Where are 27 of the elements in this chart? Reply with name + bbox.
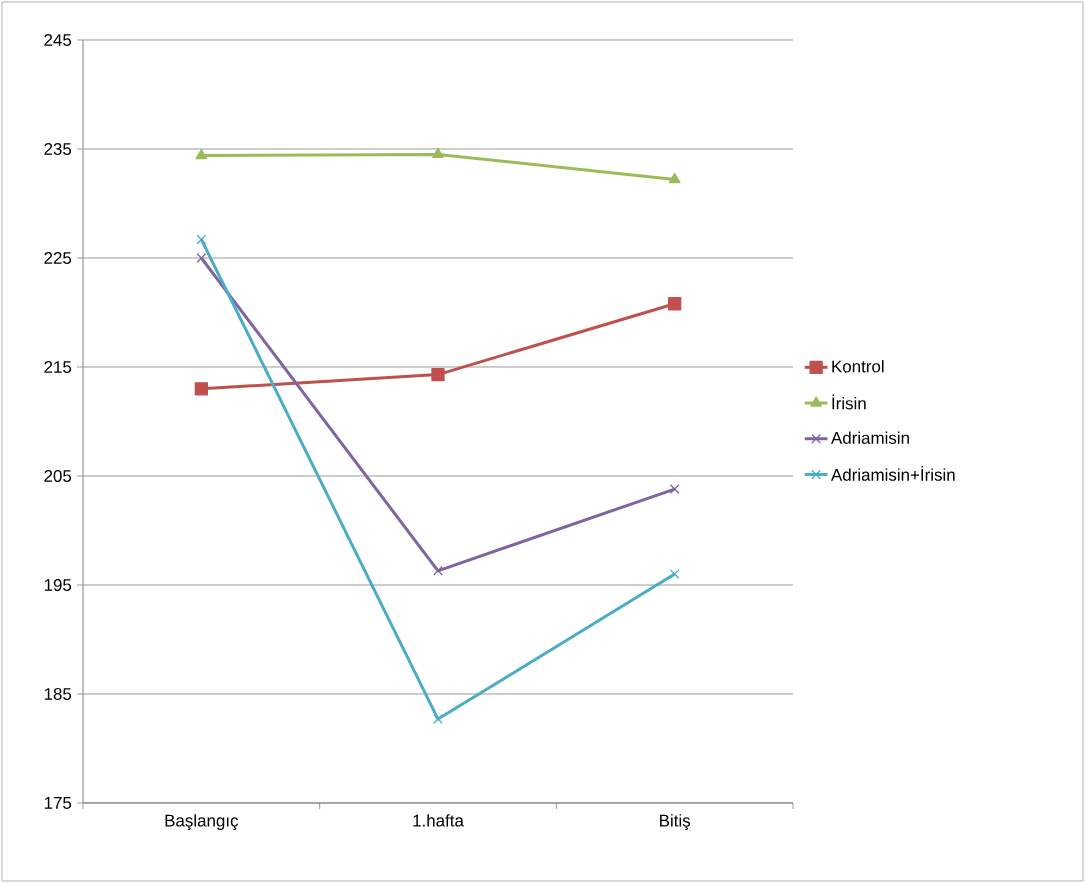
point [669,569,680,579]
point [431,367,445,382]
point [668,172,681,184]
y-tick-label: 215 [44,360,72,373]
y-tick-label: 205 [44,469,72,482]
y-tick-label: 185 [44,687,72,700]
point [196,234,207,245]
legend-label: İrisin [832,394,866,410]
legend-label: Adriamisin [831,431,909,444]
x-tick-label: 1.hafta [413,814,464,827]
x-tick-label: Bitiş [660,814,691,831]
point [194,382,208,396]
point [669,484,680,494]
point [432,147,444,159]
legend-label: Adriamisin+İrisin [831,465,955,481]
point [195,148,208,160]
y-tick-label: 195 [44,578,72,591]
point [668,297,682,311]
y-tick-label: 235 [44,142,72,155]
x-tick-label: Başlangıç [165,814,239,831]
point [196,253,207,263]
legend-label: Kontrol [832,360,884,373]
y-tick-label: 175 [44,797,72,809]
y-tick-label: 225 [44,251,72,264]
point [433,565,443,576]
y-tick-label: 245 [44,33,72,46]
point [433,714,443,724]
